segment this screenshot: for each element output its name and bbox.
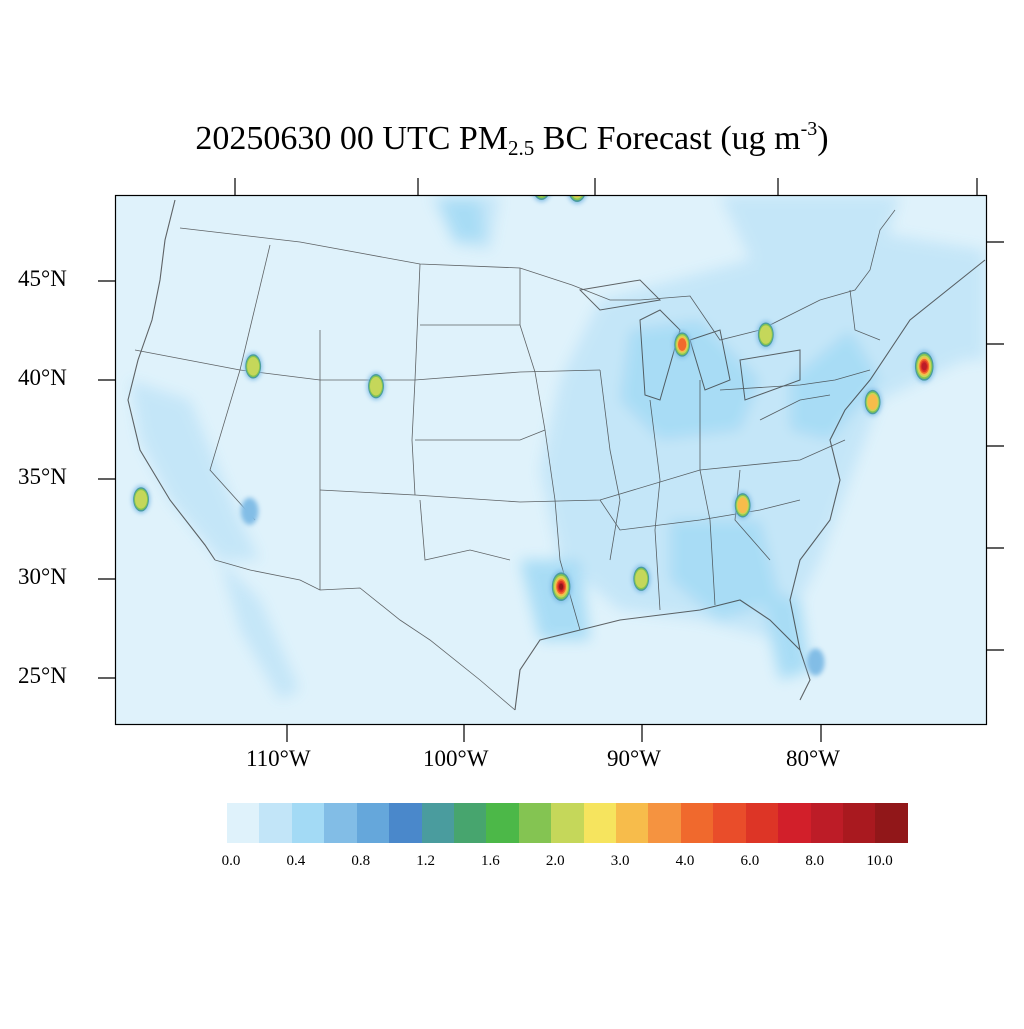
colorbar-swatch: [778, 803, 811, 843]
colorbar-swatch: [843, 803, 876, 843]
title-middle: BC Forecast (ug m: [534, 120, 801, 157]
right-ticks: [987, 241, 1004, 651]
hotspot-contour: [635, 569, 648, 589]
title-superscript: -3: [800, 118, 818, 140]
hotspot-contour: [867, 394, 878, 410]
hotspot-contour: [538, 180, 546, 192]
colorbar-swatch: [680, 803, 714, 843]
lon-label-110w: 110°W: [246, 746, 311, 771]
hotspot-contour: [135, 490, 148, 509]
colorbar-label: 1.2: [416, 853, 435, 869]
top-ticks: [234, 178, 978, 195]
hotspot-contour: [759, 325, 772, 344]
hotspot-contour: [540, 183, 544, 189]
colorbar-swatch: [356, 803, 390, 843]
hotspot-contour: [576, 195, 579, 196]
colorbar-swatch: [291, 803, 325, 843]
map-frame: [114, 194, 988, 726]
hotspot-contour: [678, 338, 687, 351]
hotspot-contour: [537, 195, 546, 197]
colorbar-swatch: [713, 803, 746, 843]
hotspot-contour: [559, 583, 564, 590]
colorbar-swatch: [551, 803, 584, 843]
colorbar-label: 1.6: [481, 853, 500, 869]
hotspot-contour: [737, 497, 748, 514]
title-suffix: ): [817, 120, 829, 157]
colorbar-swatch: [648, 803, 681, 843]
hotspot-contour: [536, 177, 548, 195]
colorbar-swatch: [810, 803, 844, 843]
hotspot-contour: [573, 195, 581, 197]
colorbar-swatch: [324, 803, 357, 843]
colorbar-label: 4.0: [675, 853, 695, 869]
colorbar-label: 2.0: [545, 853, 565, 869]
hotspot-contour: [240, 497, 259, 525]
colorbar-swatch: [259, 803, 292, 843]
lon-label-90w: 90°W: [607, 746, 661, 771]
hotspot-contour: [247, 357, 260, 376]
left-ticks: [98, 280, 115, 679]
colorbar-label: 0.0: [221, 853, 241, 869]
colorbar-label: 8.0: [805, 853, 825, 869]
colorbar-swatch: [583, 803, 617, 843]
lat-label-35: 35°N: [18, 464, 67, 489]
title-subscript: 2.5: [508, 136, 535, 160]
colorbar-swatch: [421, 803, 454, 843]
colorbar-label: 0.8: [351, 853, 371, 869]
colorbar-swatch: [875, 803, 908, 843]
colorbar-swatch: [389, 803, 422, 843]
lat-label-45: 45°N: [18, 266, 67, 291]
lon-label-100w: 100°W: [423, 746, 489, 771]
colorbar-swatch: [453, 803, 487, 843]
hotspot-contour: [539, 182, 544, 190]
colorbar-swatch: [486, 803, 519, 843]
colorbar-swatch: [518, 803, 552, 843]
hotspot-layer: [132, 177, 935, 676]
hotspot-contour: [537, 178, 547, 193]
lon-label-80w: 80°W: [786, 746, 840, 771]
hotspot-contour: [921, 362, 927, 371]
colorbar: [227, 803, 908, 843]
bottom-ticks: [286, 725, 822, 742]
hotspot-contour: [574, 184, 579, 192]
colorbar-swatch: [745, 803, 779, 843]
hotspot-contour: [573, 182, 581, 194]
colorbar-label: 0.4: [286, 853, 306, 869]
colorbar-label: 10.0: [866, 853, 893, 869]
lat-label-30: 30°N: [18, 564, 67, 589]
hotspot-contour: [536, 195, 548, 199]
map-title: 20250630 00 UTC PM2.5 BC Forecast (ug m-…: [0, 118, 1024, 161]
borders: [127, 199, 986, 711]
lat-label-40: 40°N: [18, 365, 67, 390]
hotspot-contour: [369, 376, 383, 396]
colorbar-label: 6.0: [740, 853, 760, 869]
title-prefix: 20250630 00 UTC PM: [195, 120, 509, 157]
concentration-field: [130, 195, 985, 700]
colorbar-swatch: [616, 803, 649, 843]
lat-label-25: 25°N: [18, 663, 67, 688]
hotspot-contour: [806, 648, 825, 676]
colorbar-swatch: [227, 803, 260, 843]
colorbar-label: 3.0: [610, 853, 630, 869]
